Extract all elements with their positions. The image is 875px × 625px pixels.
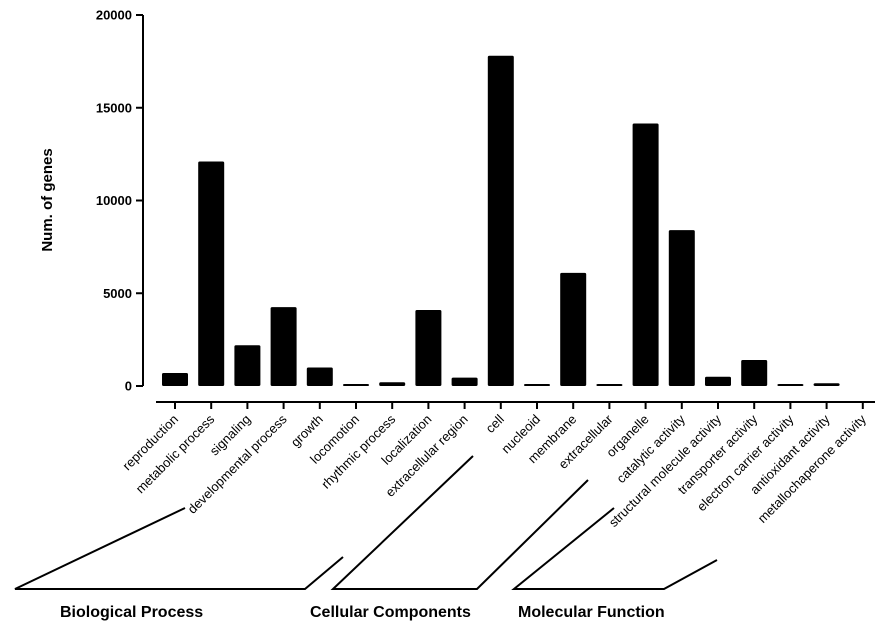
group-bracket <box>330 455 589 590</box>
y-axis: 0 5000 10000 15000 20000 <box>96 8 144 394</box>
bar <box>162 373 188 386</box>
bar <box>306 367 333 386</box>
bar <box>451 377 478 386</box>
bars <box>162 55 840 387</box>
bar <box>270 307 297 386</box>
bar <box>234 345 261 386</box>
y-tick-label: 15000 <box>96 100 132 115</box>
x-axis <box>156 401 875 409</box>
bar <box>813 383 840 386</box>
group-label: Molecular Function <box>518 604 665 621</box>
bar <box>487 55 514 387</box>
y-tick-label: 20000 <box>96 8 132 23</box>
bar <box>596 384 623 386</box>
bar <box>741 360 768 386</box>
bar <box>379 382 406 386</box>
bar <box>632 123 659 386</box>
group-label: Biological Process <box>60 604 203 621</box>
bar <box>415 309 442 386</box>
bar <box>777 384 804 386</box>
y-tick-label: 10000 <box>96 193 132 208</box>
bar <box>524 384 550 386</box>
x-tick-label: cell <box>483 411 507 435</box>
bar <box>705 376 731 386</box>
group-bracket <box>14 507 344 590</box>
group-label: Cellular Components <box>310 604 471 621</box>
bar <box>343 384 369 386</box>
bar <box>668 230 695 386</box>
group-bracket <box>511 507 718 590</box>
y-tick-label: 0 <box>125 379 132 394</box>
bar <box>198 161 225 386</box>
y-axis-label: Num. of genes <box>39 148 56 251</box>
bar <box>560 272 587 386</box>
y-tick-label: 5000 <box>103 286 132 301</box>
group-brackets: Biological Process Cellular Components Mol… <box>14 455 718 621</box>
